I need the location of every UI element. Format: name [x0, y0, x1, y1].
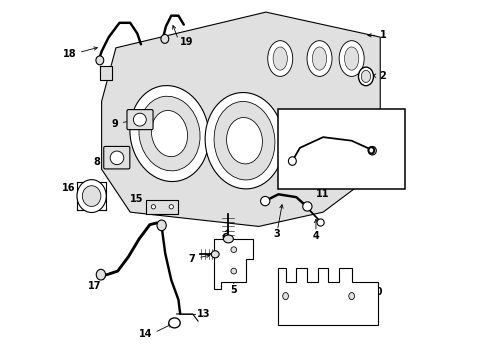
Polygon shape [102, 12, 380, 226]
FancyBboxPatch shape [103, 147, 130, 169]
Ellipse shape [168, 318, 180, 328]
Ellipse shape [230, 247, 236, 252]
Polygon shape [100, 66, 112, 80]
Ellipse shape [211, 251, 219, 258]
Text: 4: 4 [312, 231, 319, 241]
Ellipse shape [267, 41, 292, 76]
Ellipse shape [214, 102, 274, 180]
Ellipse shape [169, 204, 173, 209]
Ellipse shape [358, 67, 373, 86]
Text: 16: 16 [61, 183, 75, 193]
Ellipse shape [288, 157, 296, 165]
Text: 3: 3 [273, 229, 280, 239]
Ellipse shape [260, 197, 269, 206]
Text: 6: 6 [221, 233, 228, 243]
Ellipse shape [151, 111, 187, 157]
Text: 2: 2 [379, 71, 386, 81]
Text: 7: 7 [188, 254, 195, 264]
Text: 15: 15 [129, 194, 143, 203]
Text: 18: 18 [63, 49, 77, 59]
Ellipse shape [230, 268, 236, 274]
Text: 19: 19 [180, 37, 193, 48]
Ellipse shape [96, 269, 105, 280]
Ellipse shape [339, 41, 364, 76]
Ellipse shape [96, 56, 103, 65]
Ellipse shape [302, 202, 311, 211]
Ellipse shape [151, 204, 155, 209]
Text: 11: 11 [316, 189, 329, 199]
Ellipse shape [344, 47, 358, 70]
Ellipse shape [348, 293, 354, 300]
Ellipse shape [226, 117, 262, 164]
Ellipse shape [223, 235, 233, 243]
Text: 5: 5 [230, 285, 237, 295]
FancyBboxPatch shape [278, 109, 405, 189]
Polygon shape [146, 200, 178, 214]
Ellipse shape [77, 180, 106, 212]
Ellipse shape [110, 151, 123, 165]
Ellipse shape [306, 41, 331, 76]
Ellipse shape [161, 35, 168, 43]
Ellipse shape [367, 147, 373, 154]
Text: 1: 1 [379, 30, 386, 40]
Ellipse shape [82, 186, 101, 206]
Ellipse shape [316, 219, 324, 226]
Ellipse shape [133, 113, 146, 126]
Ellipse shape [272, 47, 287, 70]
Ellipse shape [157, 220, 166, 231]
Ellipse shape [139, 96, 200, 171]
Ellipse shape [204, 93, 284, 189]
Text: 8: 8 [93, 157, 100, 167]
Text: 12: 12 [378, 138, 391, 148]
Text: 9: 9 [111, 119, 118, 129]
Ellipse shape [361, 70, 370, 82]
Text: 13: 13 [196, 309, 210, 319]
Polygon shape [214, 239, 253, 289]
Ellipse shape [312, 47, 326, 70]
Ellipse shape [282, 293, 288, 300]
FancyBboxPatch shape [127, 110, 153, 130]
Text: 17: 17 [88, 281, 102, 291]
Polygon shape [278, 267, 378, 325]
Ellipse shape [130, 86, 209, 181]
Text: 14: 14 [139, 329, 152, 339]
Text: 10: 10 [369, 287, 382, 297]
Ellipse shape [367, 147, 376, 155]
